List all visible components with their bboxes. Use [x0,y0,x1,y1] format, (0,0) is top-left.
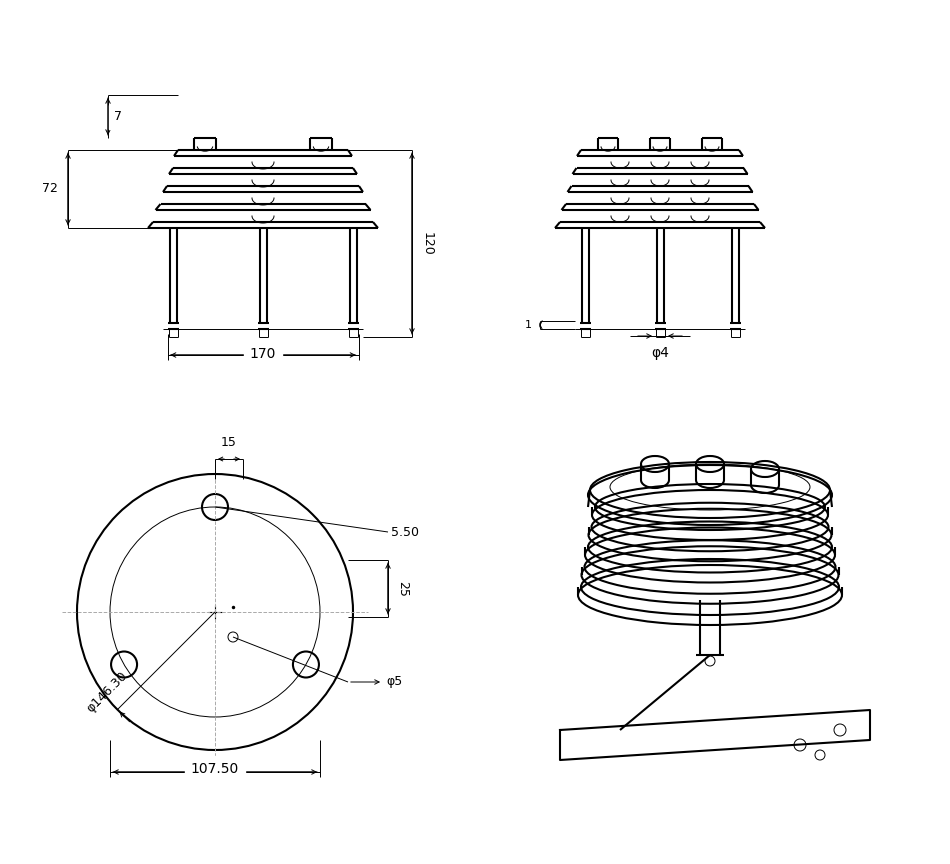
Text: φ146.30: φ146.30 [85,669,130,715]
Text: 1: 1 [525,320,532,330]
Text: 15: 15 [221,436,237,449]
Text: φ5: φ5 [386,676,402,689]
Text: 107.50: 107.50 [191,762,239,776]
Text: φ4: φ4 [651,346,669,360]
Text: 25: 25 [396,581,409,596]
Text: 120: 120 [421,232,434,256]
Text: 170: 170 [250,347,276,361]
Text: 72: 72 [42,182,58,195]
Text: 5.50: 5.50 [391,525,419,538]
Text: 7: 7 [114,110,122,123]
